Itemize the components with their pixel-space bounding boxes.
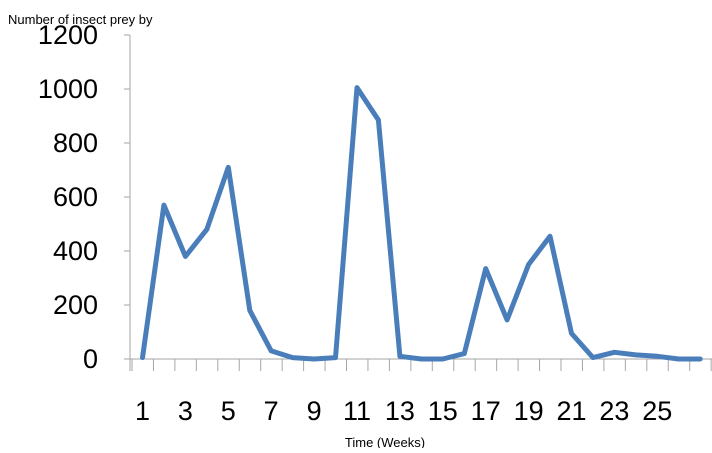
x-tick-label: 7 bbox=[264, 396, 279, 426]
y-axis: 0 200 400 600 800 1000 1200 bbox=[38, 20, 130, 374]
y-tick-label: 1200 bbox=[38, 20, 98, 50]
x-tick-label: 25 bbox=[642, 396, 672, 426]
x-tick-label: 1 bbox=[135, 396, 150, 426]
x-axis-label: Time (Weeks) bbox=[345, 435, 425, 448]
x-tick-label: 23 bbox=[599, 396, 629, 426]
x-tick-label: 19 bbox=[514, 396, 544, 426]
series-layer bbox=[142, 88, 700, 360]
x-tick-label: 21 bbox=[556, 396, 586, 426]
x-tick-label: 3 bbox=[178, 396, 193, 426]
x-tick-label: 9 bbox=[307, 396, 322, 426]
y-tick-label: 200 bbox=[53, 290, 98, 320]
x-tick-label: 15 bbox=[428, 396, 458, 426]
x-tick-label: 11 bbox=[343, 396, 371, 426]
y-tick-label: 1000 bbox=[38, 74, 98, 104]
series-line bbox=[143, 88, 701, 359]
x-tick-label: 17 bbox=[471, 396, 501, 426]
y-tick-label: 0 bbox=[83, 344, 98, 374]
y-tick-label: 800 bbox=[53, 128, 98, 158]
y-tick-label: 600 bbox=[53, 182, 98, 212]
x-tick-label: 13 bbox=[385, 396, 415, 426]
y-tick-label: 400 bbox=[53, 236, 98, 266]
x-tick-label: 5 bbox=[221, 396, 236, 426]
